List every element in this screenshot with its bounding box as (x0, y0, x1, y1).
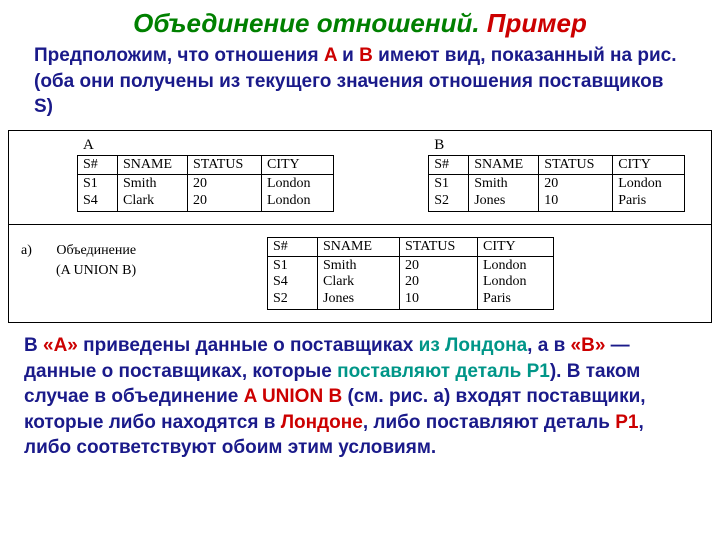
cell: Smith Clark (118, 174, 188, 211)
body-seg-red: Лондоне (281, 412, 363, 433)
figure-bottom-row: a) Объединение (A UNION B) S# SNAME STAT… (9, 225, 711, 322)
col-header: STATUS (539, 155, 613, 174)
body-seg-red: «B» (571, 335, 606, 356)
col-header: SNAME (318, 237, 400, 256)
col-header: S# (429, 155, 469, 174)
intro-A: A (324, 45, 337, 66)
body-paragraph: В «A» приведены данные о поставщиках из … (0, 323, 720, 461)
union-label-a: a) (21, 243, 32, 258)
table-header-row: S# SNAME STATUS CITY (268, 237, 554, 256)
col-header: CITY (262, 155, 334, 174)
col-header: STATUS (400, 237, 478, 256)
cell: Smith Clark Jones (318, 256, 400, 309)
relation-A-table: S# SNAME STATUS CITY S1 S4 Smith Clark 2… (77, 155, 334, 212)
union-table: S# SNAME STATUS CITY S1 S4 S2 Smith Clar… (267, 237, 554, 310)
intro-mid1: и (337, 45, 359, 66)
cell: 20 20 10 (400, 256, 478, 309)
table-header-row: S# SNAME STATUS CITY (429, 155, 685, 174)
body-seg-red: «A» (43, 335, 78, 356)
intro-B: B (359, 45, 373, 66)
figure-panel: A S# SNAME STATUS CITY S1 S4 Smith Clark… (8, 130, 712, 323)
slide-title: Объединение отношений. Пример (0, 0, 720, 41)
body-seg-red: P1 (615, 412, 638, 433)
body-seg: приведены данные о поставщиках (78, 335, 419, 356)
relation-B-label: B (434, 137, 720, 154)
figure-top-row: A S# SNAME STATUS CITY S1 S4 Smith Clark… (9, 131, 711, 225)
col-header: S# (78, 155, 118, 174)
relation-B-block: B S# SNAME STATUS CITY S1 S2 Smith Jones… (408, 137, 720, 212)
col-header: CITY (478, 237, 554, 256)
relation-A-label: A (83, 137, 408, 154)
col-header: SNAME (469, 155, 539, 174)
table-data-row: S1 S2 Smith Jones 20 10 London Paris (429, 174, 685, 211)
cell: S1 S2 (429, 174, 469, 211)
title-main: Объединение отношений. (133, 8, 479, 38)
title-accent: Пример (487, 8, 587, 38)
union-label: a) Объединение (A UNION B) (15, 233, 267, 282)
cell: 20 20 (188, 174, 262, 211)
col-header: S# (268, 237, 318, 256)
intro-paragraph: Предположим, что отношения A и B имеют в… (0, 41, 720, 126)
body-seg-teal: из Лондона (419, 335, 528, 356)
cell: London Paris (613, 174, 685, 211)
col-header: CITY (613, 155, 685, 174)
cell: London London Paris (478, 256, 554, 309)
body-seg: , либо поставляют деталь (363, 412, 615, 433)
cell: S1 S4 S2 (268, 256, 318, 309)
cell: Smith Jones (469, 174, 539, 211)
cell: S1 S4 (78, 174, 118, 211)
union-table-wrap: S# SNAME STATUS CITY S1 S4 S2 Smith Clar… (267, 233, 554, 310)
relation-A-block: A S# SNAME STATUS CITY S1 S4 Smith Clark… (15, 137, 408, 212)
col-header: SNAME (118, 155, 188, 174)
body-seg-teal: поставляют деталь P1 (337, 361, 550, 382)
table-data-row: S1 S4 Smith Clark 20 20 London London (78, 174, 334, 211)
intro-pre: Предположим, что отношения (34, 45, 324, 66)
body-seg-red: A UNION B (244, 386, 343, 407)
body-seg: , а в (527, 335, 570, 356)
union-label-expr: (A UNION B) (56, 263, 136, 278)
table-data-row: S1 S4 S2 Smith Clark Jones 20 20 10 Lond… (268, 256, 554, 309)
body-seg: В (24, 335, 43, 356)
cell: 20 10 (539, 174, 613, 211)
slide: Объединение отношений. Пример Предположи… (0, 0, 720, 540)
union-label-title: Объединение (56, 243, 136, 258)
col-header: STATUS (188, 155, 262, 174)
relation-B-table: S# SNAME STATUS CITY S1 S2 Smith Jones 2… (428, 155, 685, 212)
cell: London London (262, 174, 334, 211)
table-header-row: S# SNAME STATUS CITY (78, 155, 334, 174)
